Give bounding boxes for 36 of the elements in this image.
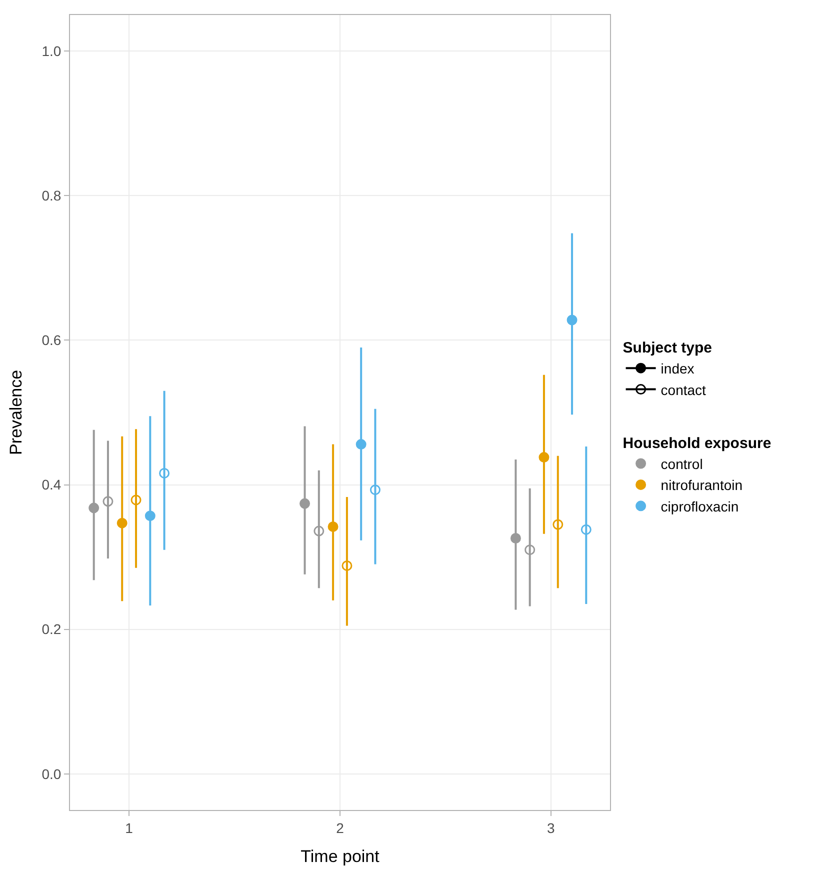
y-tick-label: 0.4 (42, 476, 62, 493)
legend-label: contact (660, 382, 706, 398)
point (552, 519, 564, 530)
point (328, 521, 338, 532)
point (342, 560, 352, 571)
y-tick-label: 0.6 (42, 332, 62, 348)
point (356, 439, 366, 450)
legend-label: index (660, 360, 694, 377)
legend-label: control (660, 456, 703, 472)
point (538, 452, 550, 463)
point (524, 544, 536, 556)
x-tick-label: 2 (336, 820, 344, 836)
point (130, 494, 142, 506)
y-tick-label: 0.2 (42, 621, 62, 638)
point (314, 526, 324, 536)
point (510, 533, 521, 544)
legend-label: nitrofurantoin (660, 477, 743, 494)
text: Subject type (622, 340, 712, 356)
y-tick-label: 0.8 (42, 188, 62, 204)
point (144, 510, 156, 522)
point (159, 468, 170, 478)
point (370, 484, 380, 496)
point (88, 502, 100, 514)
point (580, 524, 592, 535)
y-tick-label: 0.0 (42, 766, 62, 782)
y-axis-title: Prevalence (6, 370, 26, 456)
point (116, 518, 128, 528)
text: Household exposure (622, 434, 772, 452)
point (300, 498, 310, 509)
y-tick-label: 1.0 (42, 43, 62, 60)
x-axis-title: Time point (300, 847, 380, 866)
point (102, 496, 114, 507)
point (566, 314, 578, 326)
legend-label: ciprofloxacin (660, 498, 739, 514)
x-tick-label: 1 (125, 820, 134, 836)
x-tick-label: 3 (547, 820, 556, 836)
